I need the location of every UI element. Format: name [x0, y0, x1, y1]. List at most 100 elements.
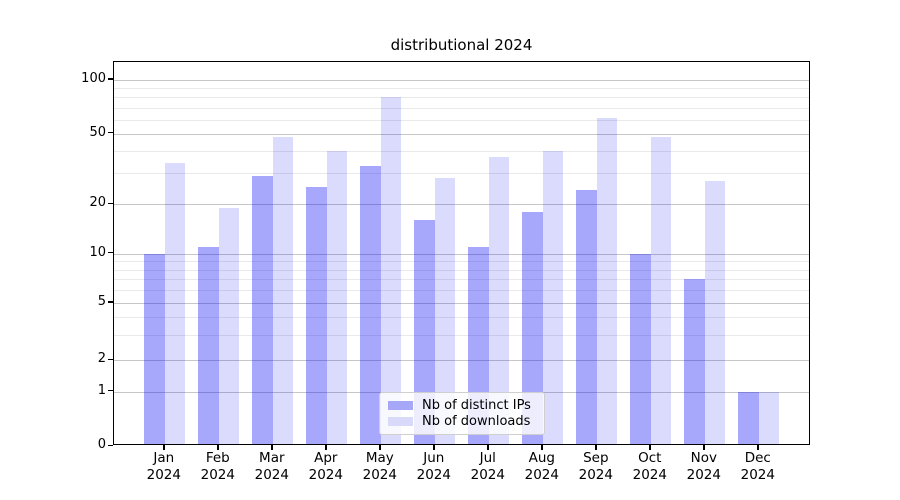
legend-label: Nb of distinct IPs [422, 398, 531, 413]
x-axis-tick-mark [703, 445, 705, 450]
gridline-major [114, 133, 809, 135]
bar-distinct-ips [684, 279, 705, 444]
x-axis-tick-label: Jan 2024 [132, 450, 196, 484]
bar-downloads [380, 97, 402, 444]
x-axis-tick-mark [379, 445, 381, 450]
bar-downloads [596, 118, 618, 444]
gridline-major [114, 360, 809, 362]
bar-downloads [272, 136, 294, 444]
x-tick-month: Nov [690, 450, 717, 466]
x-tick-year: 2024 [524, 467, 559, 483]
x-axis-tick-mark [595, 445, 597, 450]
x-axis-tick-label: Aug 2024 [510, 450, 574, 484]
bar-distinct-ips [252, 175, 273, 444]
y-axis-tick-label: 10 [89, 244, 106, 260]
x-tick-month: Mar [259, 450, 285, 466]
gridline-minor [114, 88, 809, 90]
gridline-minor [114, 150, 809, 152]
gridline-minor [114, 334, 809, 336]
bar-distinct-ips [522, 211, 543, 444]
x-tick-year: 2024 [686, 467, 721, 483]
x-axis-tick-label: Dec 2024 [726, 450, 790, 484]
x-tick-year: 2024 [578, 467, 613, 483]
y-axis-tick-mark [108, 444, 113, 446]
x-tick-month: Sep [583, 450, 609, 466]
bar-downloads [704, 181, 726, 444]
x-axis-tick-mark [163, 445, 165, 450]
x-tick-month: Aug [528, 450, 555, 466]
y-axis-tick-mark [108, 202, 113, 205]
x-tick-month: Jul [479, 450, 496, 466]
x-tick-year: 2024 [740, 467, 775, 483]
x-tick-year: 2024 [254, 467, 289, 483]
y-axis-tick-label: 2 [97, 351, 106, 367]
y-axis-tick-label: 0 [97, 437, 106, 452]
bar-downloads [758, 391, 780, 444]
x-axis-tick-label: Apr 2024 [294, 450, 358, 484]
x-axis-tick-mark [325, 445, 327, 450]
y-axis-tick-mark [108, 132, 113, 134]
legend-item: Nb of downloads [388, 414, 536, 429]
x-axis-tick-label: Jul 2024 [456, 450, 520, 484]
gridline-major [114, 253, 809, 255]
y-axis-tick-mark [108, 252, 113, 254]
bar-distinct-ips [738, 391, 759, 444]
bar-downloads [650, 136, 672, 444]
gridline-minor [114, 316, 809, 318]
legend-swatch-downloads [388, 417, 413, 426]
chart-title: distributional 2024 [390, 36, 533, 54]
x-axis-tick-mark [271, 445, 273, 450]
bar-distinct-ips [144, 253, 165, 444]
bar-downloads [326, 150, 348, 444]
bar-downloads [542, 150, 564, 444]
y-axis-tick-label: 50 [89, 124, 106, 140]
y-axis-tick-label: 20 [89, 195, 106, 211]
x-axis-tick-mark [541, 445, 543, 450]
gridline-minor [114, 261, 809, 263]
x-tick-year: 2024 [308, 467, 343, 483]
gridline-minor [114, 173, 809, 175]
gridline-minor [114, 97, 809, 99]
x-tick-year: 2024 [632, 467, 667, 483]
x-tick-month: Dec [744, 450, 771, 466]
y-axis-tick-mark [108, 301, 113, 303]
bar-distinct-ips [360, 165, 381, 444]
bar-downloads [218, 207, 240, 444]
x-axis-tick-mark [217, 445, 219, 450]
x-axis-tick-mark [649, 445, 651, 450]
y-axis-tick-mark [108, 78, 113, 80]
y-axis-tick-mark [108, 358, 113, 361]
bar-distinct-ips [306, 187, 327, 444]
x-axis-tick-label: Sep 2024 [564, 450, 628, 484]
legend-item: Nb of distinct IPs [388, 398, 536, 413]
x-axis-tick-mark [487, 445, 489, 450]
x-tick-year: 2024 [146, 467, 181, 483]
x-axis-tick-mark [433, 445, 435, 450]
x-tick-year: 2024 [416, 467, 451, 483]
gridline-major [114, 302, 809, 304]
bar-distinct-ips [576, 190, 597, 444]
x-tick-year: 2024 [200, 467, 235, 483]
y-axis-tick-label: 5 [97, 293, 106, 309]
gridline-minor [114, 289, 809, 291]
gridline-minor [114, 107, 809, 109]
gridline-minor [114, 269, 809, 271]
legend-label: Nb of downloads [422, 414, 531, 429]
bar-downloads [434, 178, 456, 444]
legend-swatch-distinct-ips [388, 401, 413, 410]
y-axis-tick-label: 1 [97, 382, 106, 398]
y-axis-tick-label: 100 [81, 70, 106, 86]
bar-downloads [488, 156, 510, 444]
x-axis-tick-label: Jun 2024 [402, 450, 466, 484]
gridline-major [114, 204, 809, 206]
x-tick-year: 2024 [470, 467, 505, 483]
x-tick-month: Apr [314, 450, 338, 466]
gridline-minor [114, 119, 809, 121]
gridline-major [114, 79, 809, 81]
gridline-minor [114, 279, 809, 281]
x-tick-month: Oct [638, 450, 662, 466]
plot-area [113, 61, 810, 445]
x-tick-year: 2024 [362, 467, 397, 483]
x-axis-tick-label: Oct 2024 [618, 450, 682, 484]
